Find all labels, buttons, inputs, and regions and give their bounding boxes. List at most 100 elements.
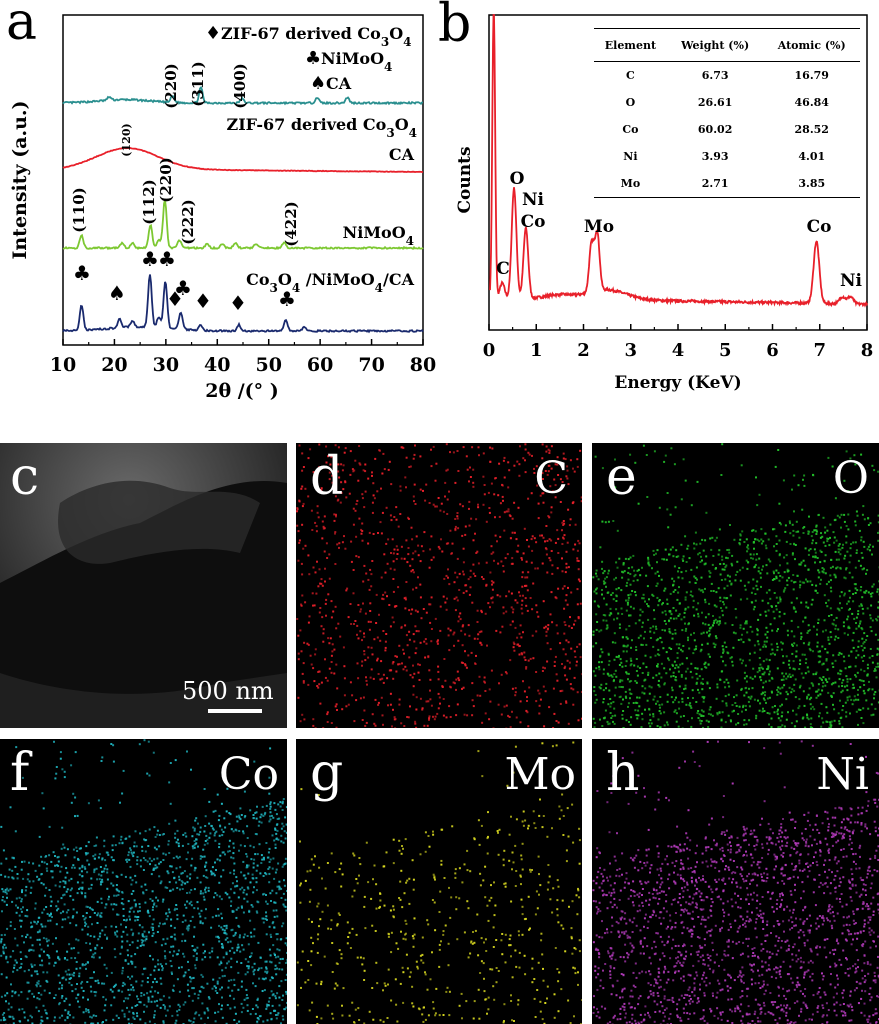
- map-dot: [780, 648, 783, 651]
- map-dot: [18, 967, 21, 969]
- map-dot: [689, 594, 692, 596]
- map-dot: [324, 580, 326, 583]
- map-dot: [183, 974, 186, 977]
- map-dot: [768, 673, 771, 676]
- map-dot: [513, 649, 516, 652]
- map-dot: [758, 709, 761, 712]
- map-dot: [653, 631, 656, 634]
- map-dot: [802, 642, 805, 645]
- map-dot: [656, 653, 659, 656]
- map-dot: [93, 912, 96, 914]
- map-dot: [357, 479, 360, 482]
- map-dot: [207, 886, 210, 889]
- map-dot: [855, 510, 858, 513]
- map-dot: [215, 869, 217, 871]
- map-dot: [667, 657, 670, 660]
- map-dot: [430, 558, 433, 561]
- peak-label: O: [510, 169, 525, 189]
- map-dot: [867, 524, 870, 526]
- map-dot: [415, 535, 418, 538]
- map-dot: [829, 607, 832, 610]
- map-dot: [74, 796, 77, 799]
- map-dot: [19, 919, 21, 922]
- map-dot: [233, 1019, 236, 1021]
- map-dot: [563, 632, 566, 635]
- map-dot: [419, 488, 422, 491]
- map-dot: [455, 714, 458, 717]
- map-dot: [160, 880, 163, 883]
- map-dot: [15, 911, 18, 914]
- map-dot: [612, 701, 615, 703]
- map-dot: [630, 659, 633, 662]
- map-dot: [100, 915, 103, 918]
- map-dot: [701, 589, 704, 592]
- map-dot: [657, 684, 660, 686]
- map-dot: [812, 555, 815, 558]
- map-dot: [454, 525, 457, 528]
- map-dot: [242, 860, 245, 863]
- map-dot: [712, 622, 715, 625]
- map-dot: [684, 598, 687, 601]
- map-dot: [447, 627, 450, 630]
- map-dot: [657, 604, 660, 607]
- map-dot: [726, 584, 729, 587]
- map-dot: [218, 881, 221, 884]
- map-dot: [807, 718, 810, 721]
- map-dot: [802, 559, 805, 562]
- map-dot: [810, 535, 813, 538]
- map-dot: [272, 944, 275, 947]
- map-dot: [642, 597, 645, 600]
- map-dot: [578, 643, 581, 646]
- map-dot: [509, 623, 512, 626]
- map-dot: [651, 593, 654, 596]
- map-dot: [236, 880, 238, 883]
- map-dot: [687, 720, 689, 723]
- map-dot: [863, 684, 866, 686]
- map-dot: [334, 444, 337, 447]
- map-dot: [134, 903, 137, 906]
- map-dot: [106, 936, 109, 939]
- map-dot: [324, 676, 327, 679]
- map-dot: [259, 956, 262, 959]
- map-dot: [31, 965, 34, 968]
- map-dot: [464, 584, 467, 587]
- map-dot: [350, 560, 353, 563]
- map-dot: [414, 503, 417, 505]
- map-dot: [665, 672, 668, 675]
- map-dot: [755, 717, 758, 720]
- map-dot: [445, 469, 448, 472]
- map-dot: [132, 851, 135, 854]
- map-dot: [258, 820, 261, 823]
- map-dot: [144, 859, 147, 862]
- map-dot: [846, 696, 849, 699]
- map-dot: [245, 988, 248, 991]
- map-dot: [339, 635, 342, 638]
- map-dot: [592, 630, 595, 633]
- map-dot: [545, 450, 548, 453]
- map-dot: [93, 845, 96, 847]
- map-dot: [783, 556, 786, 559]
- map-dot: [122, 903, 125, 906]
- map-dot: [203, 855, 206, 858]
- map-dot: [220, 802, 223, 805]
- map-dot: [0, 825, 3, 828]
- map-dot: [136, 918, 139, 921]
- map-dot: [81, 864, 84, 867]
- map-dot: [274, 901, 277, 904]
- map-dot: [855, 552, 858, 554]
- map-dot: [499, 595, 502, 598]
- map-dot: [747, 581, 750, 584]
- map-dot: [806, 695, 809, 698]
- map-dot: [561, 557, 563, 560]
- map-dot: [618, 654, 620, 657]
- map-dot: [51, 942, 54, 945]
- map-dot: [132, 890, 135, 893]
- map-dot: [11, 869, 14, 872]
- map-dot: [845, 711, 848, 714]
- map-dot: [670, 447, 673, 450]
- map-dot: [681, 558, 684, 561]
- map-dot: [730, 656, 733, 659]
- map-dot: [840, 716, 843, 719]
- phase-marker: ♠: [108, 281, 126, 305]
- map-dot: [715, 605, 718, 608]
